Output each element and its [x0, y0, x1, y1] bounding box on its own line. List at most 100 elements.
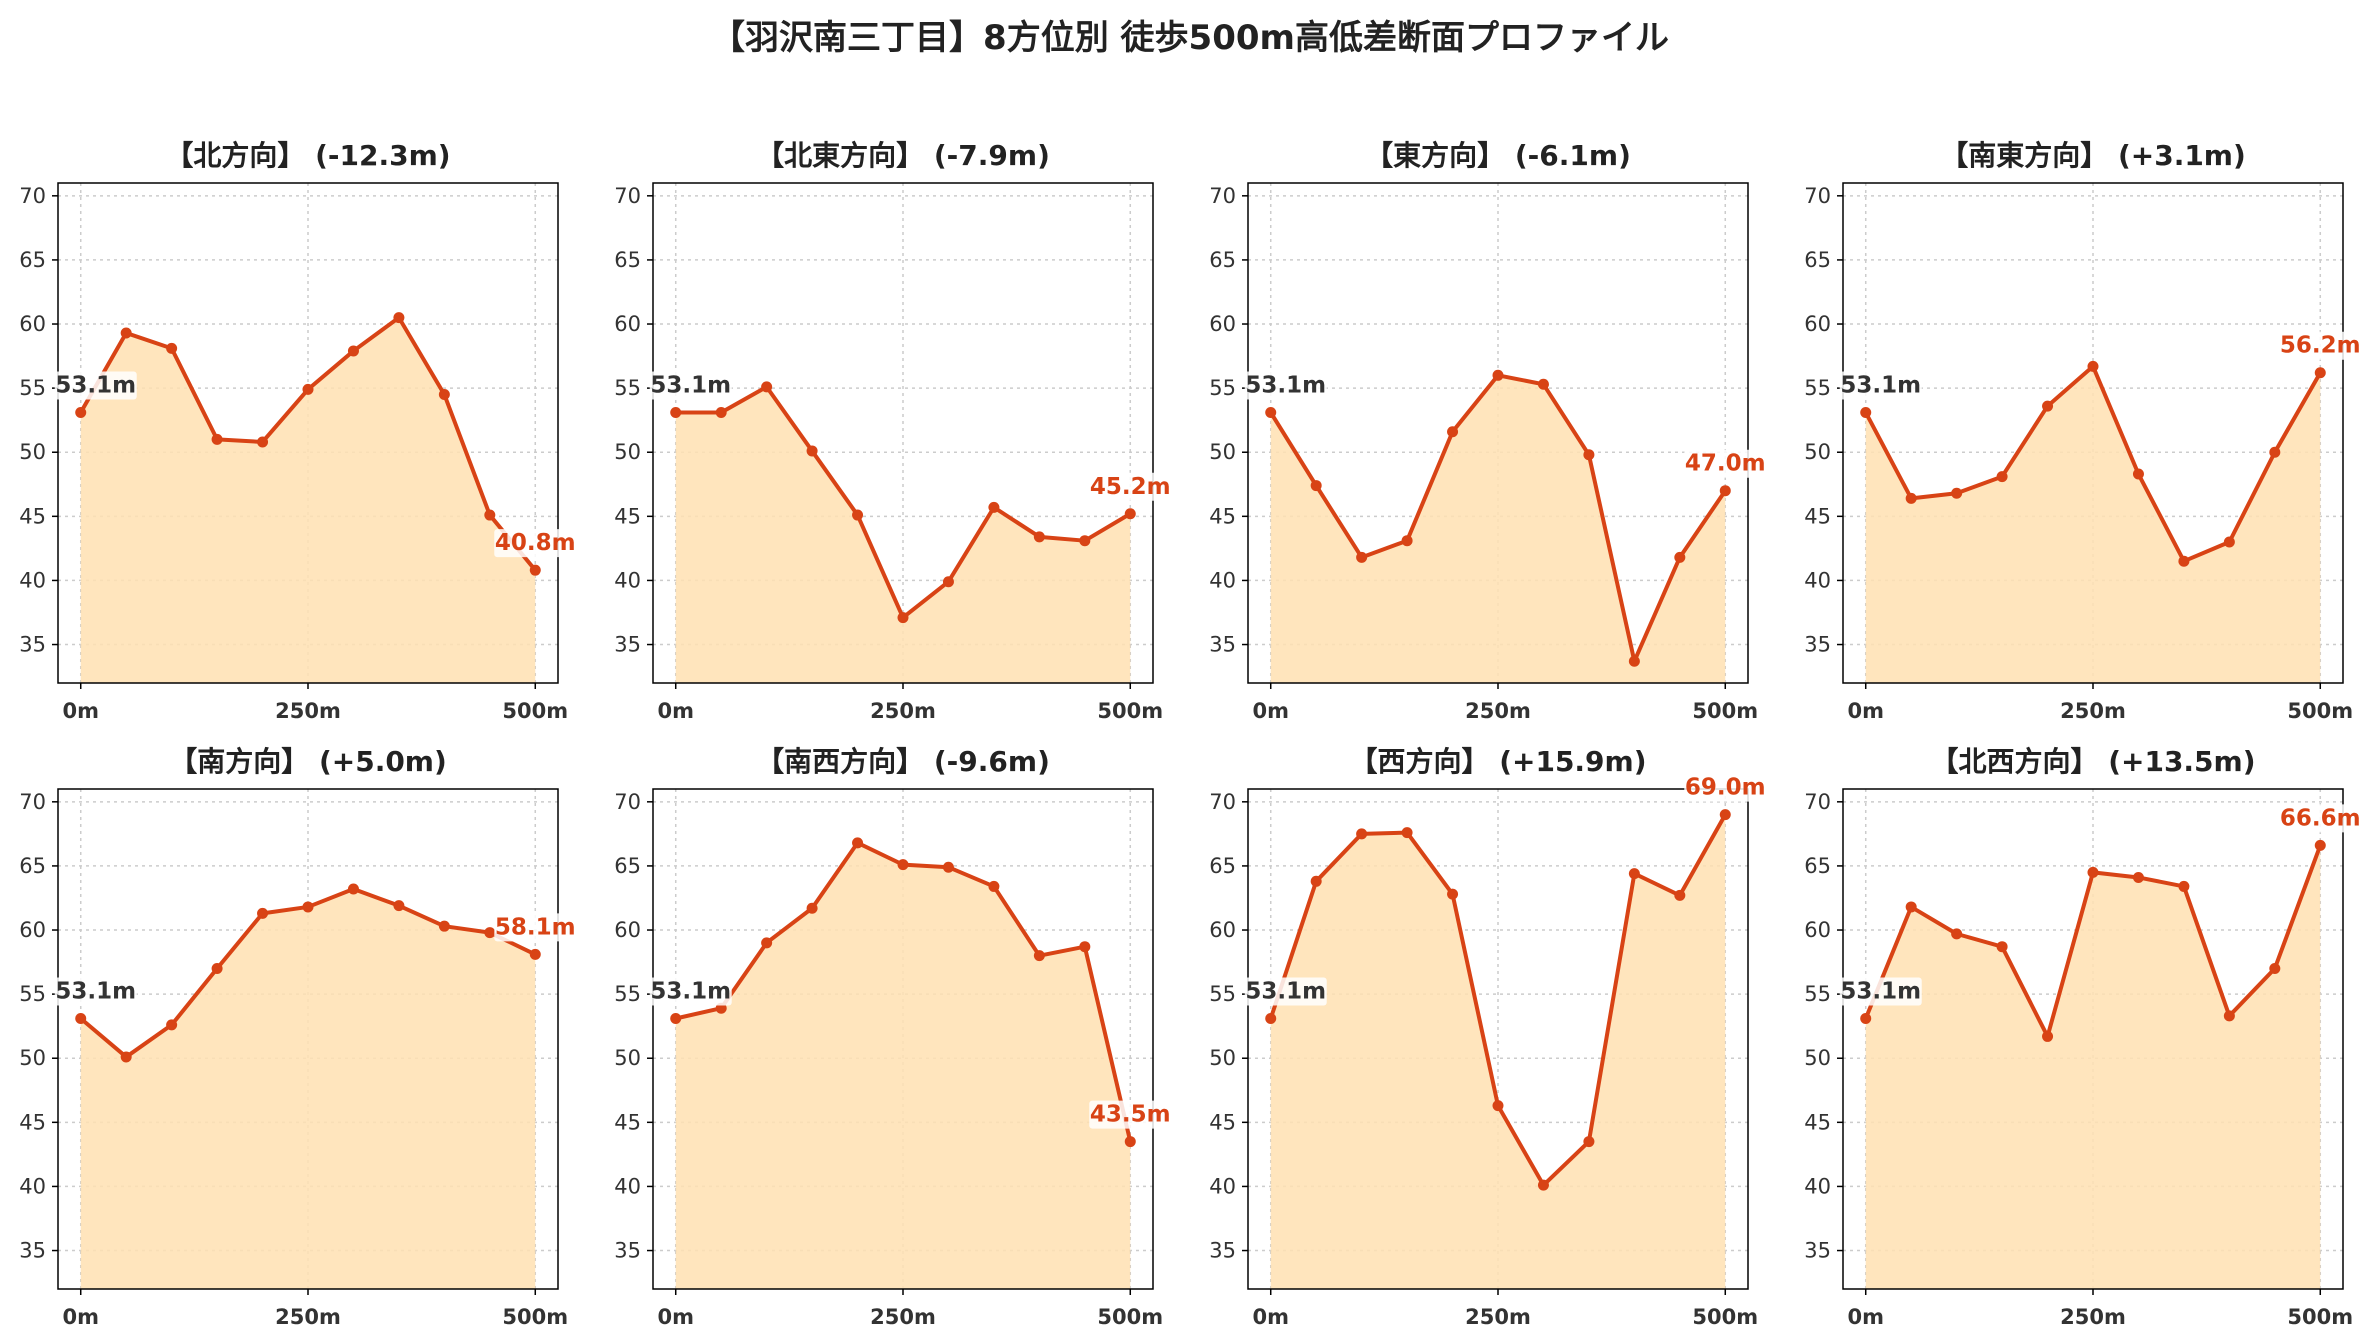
x-tick-label: 500m: [1097, 699, 1163, 723]
x-tick-label: 500m: [1692, 699, 1758, 723]
y-tick-label: 40: [614, 1174, 641, 1198]
end-elevation-label: 47.0m: [1685, 451, 1766, 477]
subplot: 35 40 45 50 55 60 65 70 0m 250m 500m 【北方向】 (-12.3m)…: [19, 139, 577, 723]
y-tick-label: 40: [1209, 1174, 1236, 1198]
data-point: [852, 837, 864, 849]
y-tick-label: 65: [1804, 854, 1831, 878]
y-tick-label: 65: [1209, 248, 1236, 272]
data-point: [211, 433, 223, 445]
end-elevation-label: 58.1m: [495, 914, 576, 940]
x-tick-label: 0m: [1847, 699, 1884, 723]
y-tick-label: 55: [1209, 376, 1236, 400]
data-point: [347, 345, 359, 357]
y-tick-label: 60: [19, 918, 46, 942]
subplot: 35 40 45 50 55 60 65 70 0m 250m 500m 【東方向】 (-6.1m) 5…: [1209, 139, 1767, 723]
data-point: [75, 1012, 87, 1024]
y-tick-label: 50: [19, 440, 46, 464]
data-point: [1492, 369, 1504, 381]
data-point: [2042, 400, 2054, 412]
data-point: [393, 312, 405, 324]
y-tick-label: 45: [614, 504, 641, 528]
start-elevation-label: 53.1m: [1245, 372, 1326, 398]
y-tick-label: 60: [1804, 312, 1831, 336]
data-point: [2178, 555, 2190, 567]
data-point: [257, 907, 269, 919]
label-background: [2279, 331, 2362, 360]
label-background: [1244, 371, 1327, 400]
y-tick-label: 35: [614, 633, 641, 657]
label-background: [1089, 1100, 1172, 1129]
end-elevation-label: 56.2m: [2280, 333, 2361, 359]
data-point: [166, 1019, 178, 1031]
data-point: [1356, 828, 1368, 840]
x-tick-label: 500m: [1692, 1305, 1758, 1329]
data-point: [1124, 508, 1136, 520]
data-point: [806, 445, 818, 457]
y-tick-label: 65: [1209, 854, 1236, 878]
data-point: [942, 861, 954, 873]
x-tick-label: 0m: [62, 1305, 99, 1329]
data-point: [761, 937, 773, 949]
data-point: [1310, 875, 1322, 887]
subplot-title: 【南方向】 (+5.0m): [169, 745, 447, 778]
data-point: [897, 859, 909, 871]
x-tick-label: 250m: [870, 1305, 936, 1329]
data-point: [302, 901, 314, 913]
label-background: [649, 371, 732, 400]
data-point: [2269, 962, 2281, 974]
data-point: [529, 948, 541, 960]
x-tick-label: 0m: [1847, 1305, 1884, 1329]
x-tick-label: 0m: [62, 699, 99, 723]
data-point: [1401, 827, 1413, 839]
data-point: [1356, 551, 1368, 563]
subplot-title: 【北東方向】 (-7.9m): [756, 139, 1050, 172]
y-tick-label: 45: [1209, 1110, 1236, 1134]
y-tick-label: 55: [1804, 376, 1831, 400]
y-tick-label: 70: [1209, 184, 1236, 208]
data-point: [393, 900, 405, 912]
y-tick-label: 40: [19, 1174, 46, 1198]
area-fill: [675, 842, 1131, 1289]
data-point: [1033, 950, 1045, 962]
data-point: [1719, 809, 1731, 821]
y-tick-label: 65: [19, 854, 46, 878]
y-tick-label: 70: [19, 184, 46, 208]
data-point: [1265, 1012, 1277, 1024]
data-point: [2132, 468, 2144, 480]
y-tick-label: 45: [1804, 504, 1831, 528]
label-background: [649, 977, 732, 1006]
label-background: [54, 977, 137, 1006]
y-tick-label: 60: [1804, 918, 1831, 942]
y-tick-label: 70: [1804, 184, 1831, 208]
subplot: 35 40 45 50 55 60 65 70 0m 250m 500m 【西方向】 (+15.9m)…: [1209, 745, 1767, 1329]
x-tick-label: 250m: [275, 1305, 341, 1329]
data-point: [852, 509, 864, 521]
data-point: [1951, 487, 1963, 499]
subplot: 35 40 45 50 55 60 65 70 0m 250m 500m 【北西方向】 (+13.5m…: [1804, 745, 2362, 1329]
data-point: [1079, 535, 1091, 547]
data-point: [1996, 941, 2008, 953]
data-point: [484, 509, 496, 521]
y-tick-label: 35: [19, 633, 46, 657]
start-elevation-label: 53.1m: [650, 372, 731, 398]
y-tick-label: 60: [1209, 312, 1236, 336]
y-tick-label: 70: [614, 184, 641, 208]
label-background: [1684, 449, 1767, 478]
x-tick-label: 0m: [657, 1305, 694, 1329]
start-elevation-label: 53.1m: [55, 978, 136, 1004]
data-point: [484, 927, 496, 939]
data-point: [1583, 1136, 1595, 1148]
label-background: [1684, 773, 1767, 802]
data-point: [347, 883, 359, 895]
y-tick-label: 45: [1804, 1110, 1831, 1134]
label-background: [54, 371, 137, 400]
y-tick-label: 65: [19, 248, 46, 272]
data-point: [1719, 485, 1731, 497]
x-tick-label: 250m: [275, 699, 341, 723]
y-tick-label: 65: [614, 248, 641, 272]
data-point: [211, 962, 223, 974]
data-point: [2132, 871, 2144, 883]
subplot: 35 40 45 50 55 60 65 70 0m 250m 500m 【南東方向】 (+3.1m)…: [1804, 139, 2362, 723]
y-tick-label: 45: [1209, 504, 1236, 528]
